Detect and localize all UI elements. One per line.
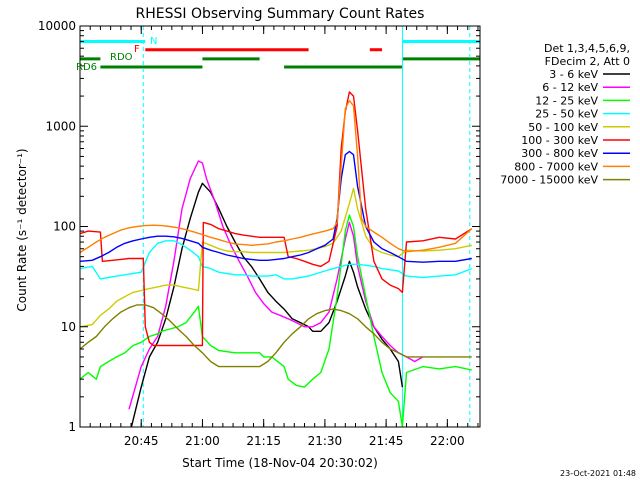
series-line-2 [80, 214, 472, 427]
y-tick-label: 10000 [38, 19, 76, 33]
x-tick-label: 21:00 [185, 434, 220, 448]
y-axis-label: Count Rate (s⁻¹ detector⁻¹) [15, 148, 29, 311]
observing-flags [80, 40, 480, 69]
series-line-4 [80, 187, 472, 328]
legend-label: 6 - 12 keV [542, 81, 598, 94]
y-tick-label: 1 [68, 420, 76, 434]
series-line-6 [80, 150, 472, 263]
series-line-1 [128, 160, 424, 410]
flag-label-rdo: RDO [110, 52, 133, 63]
timestamp: 23-Oct-2021 01:48 [560, 469, 636, 478]
flag-label-rd6: RD6 [76, 62, 97, 73]
x-tick-label: 21:30 [308, 434, 343, 448]
x-tick-label: 22:00 [430, 434, 465, 448]
legend-label: 12 - 25 keV [535, 94, 598, 107]
legend-label: 3 - 6 keV [549, 68, 598, 81]
legend-label: 7000 - 15000 keV [500, 174, 598, 187]
x-axis-label: Start Time (18-Nov-04 20:30:02) [182, 456, 378, 470]
x-tick-label: 21:15 [246, 434, 281, 448]
legend-label: 100 - 300 keV [521, 134, 598, 147]
legend-header-1: Det 1,3,4,5,6,9, [544, 42, 630, 55]
legend-label: 25 - 50 keV [535, 108, 598, 121]
legend-label: 50 - 100 keV [528, 121, 598, 134]
legend-header-2: FDecim 2, Att 0 [545, 55, 630, 68]
flag-label-f: F [134, 44, 140, 55]
series-line-7 [80, 99, 473, 254]
y-tick-label: 10 [61, 320, 76, 334]
series-line-5 [80, 91, 473, 347]
y-tick-label: 100 [53, 220, 76, 234]
x-tick-label: 21:45 [369, 434, 404, 448]
series-line-8 [80, 304, 472, 368]
legend-label: 800 - 7000 keV [514, 160, 598, 173]
series-line-0 [130, 182, 404, 427]
legend-label: 300 - 800 keV [521, 147, 598, 160]
chart-title: RHESSI Observing Summary Count Rates [136, 6, 425, 22]
y-tick-label: 1000 [45, 119, 76, 133]
x-tick-label: 20:45 [124, 434, 159, 448]
x-axis: 20:45 21:00 21:15 21:30 21:45 22:00 [79, 26, 479, 448]
y-axis: 1 10 100 1000 10000 [38, 19, 480, 434]
series-lines [80, 91, 473, 427]
flag-label-n: N [150, 36, 157, 47]
